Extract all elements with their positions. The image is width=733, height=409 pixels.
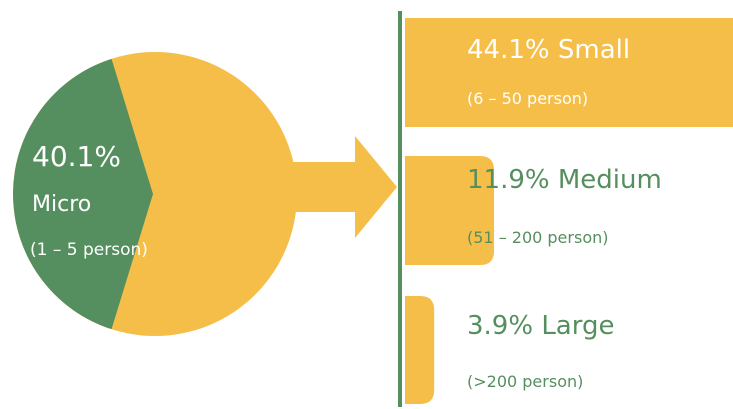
arrow-shape <box>285 136 397 238</box>
micro-range-label: (1 – 5 person) <box>30 240 148 260</box>
bar-small <box>405 18 733 127</box>
medium-bar-label: 11.9% Medium <box>467 165 662 195</box>
bar-axis-line <box>398 11 402 407</box>
medium-bar-range: (51 – 200 person) <box>467 228 609 247</box>
bar-large <box>405 296 435 404</box>
large-bar-range: (>200 person) <box>467 372 584 391</box>
micro-name-label: Micro <box>32 192 92 217</box>
small-bar-label: 44.1% Small <box>467 35 631 65</box>
pie-slice-micro <box>12 58 153 330</box>
small-bar-range: (6 – 50 person) <box>467 89 589 108</box>
bar-medium <box>405 156 495 265</box>
micro-percent-label: 40.1% <box>32 140 121 173</box>
large-bar-label: 3.9% Large <box>467 311 615 341</box>
